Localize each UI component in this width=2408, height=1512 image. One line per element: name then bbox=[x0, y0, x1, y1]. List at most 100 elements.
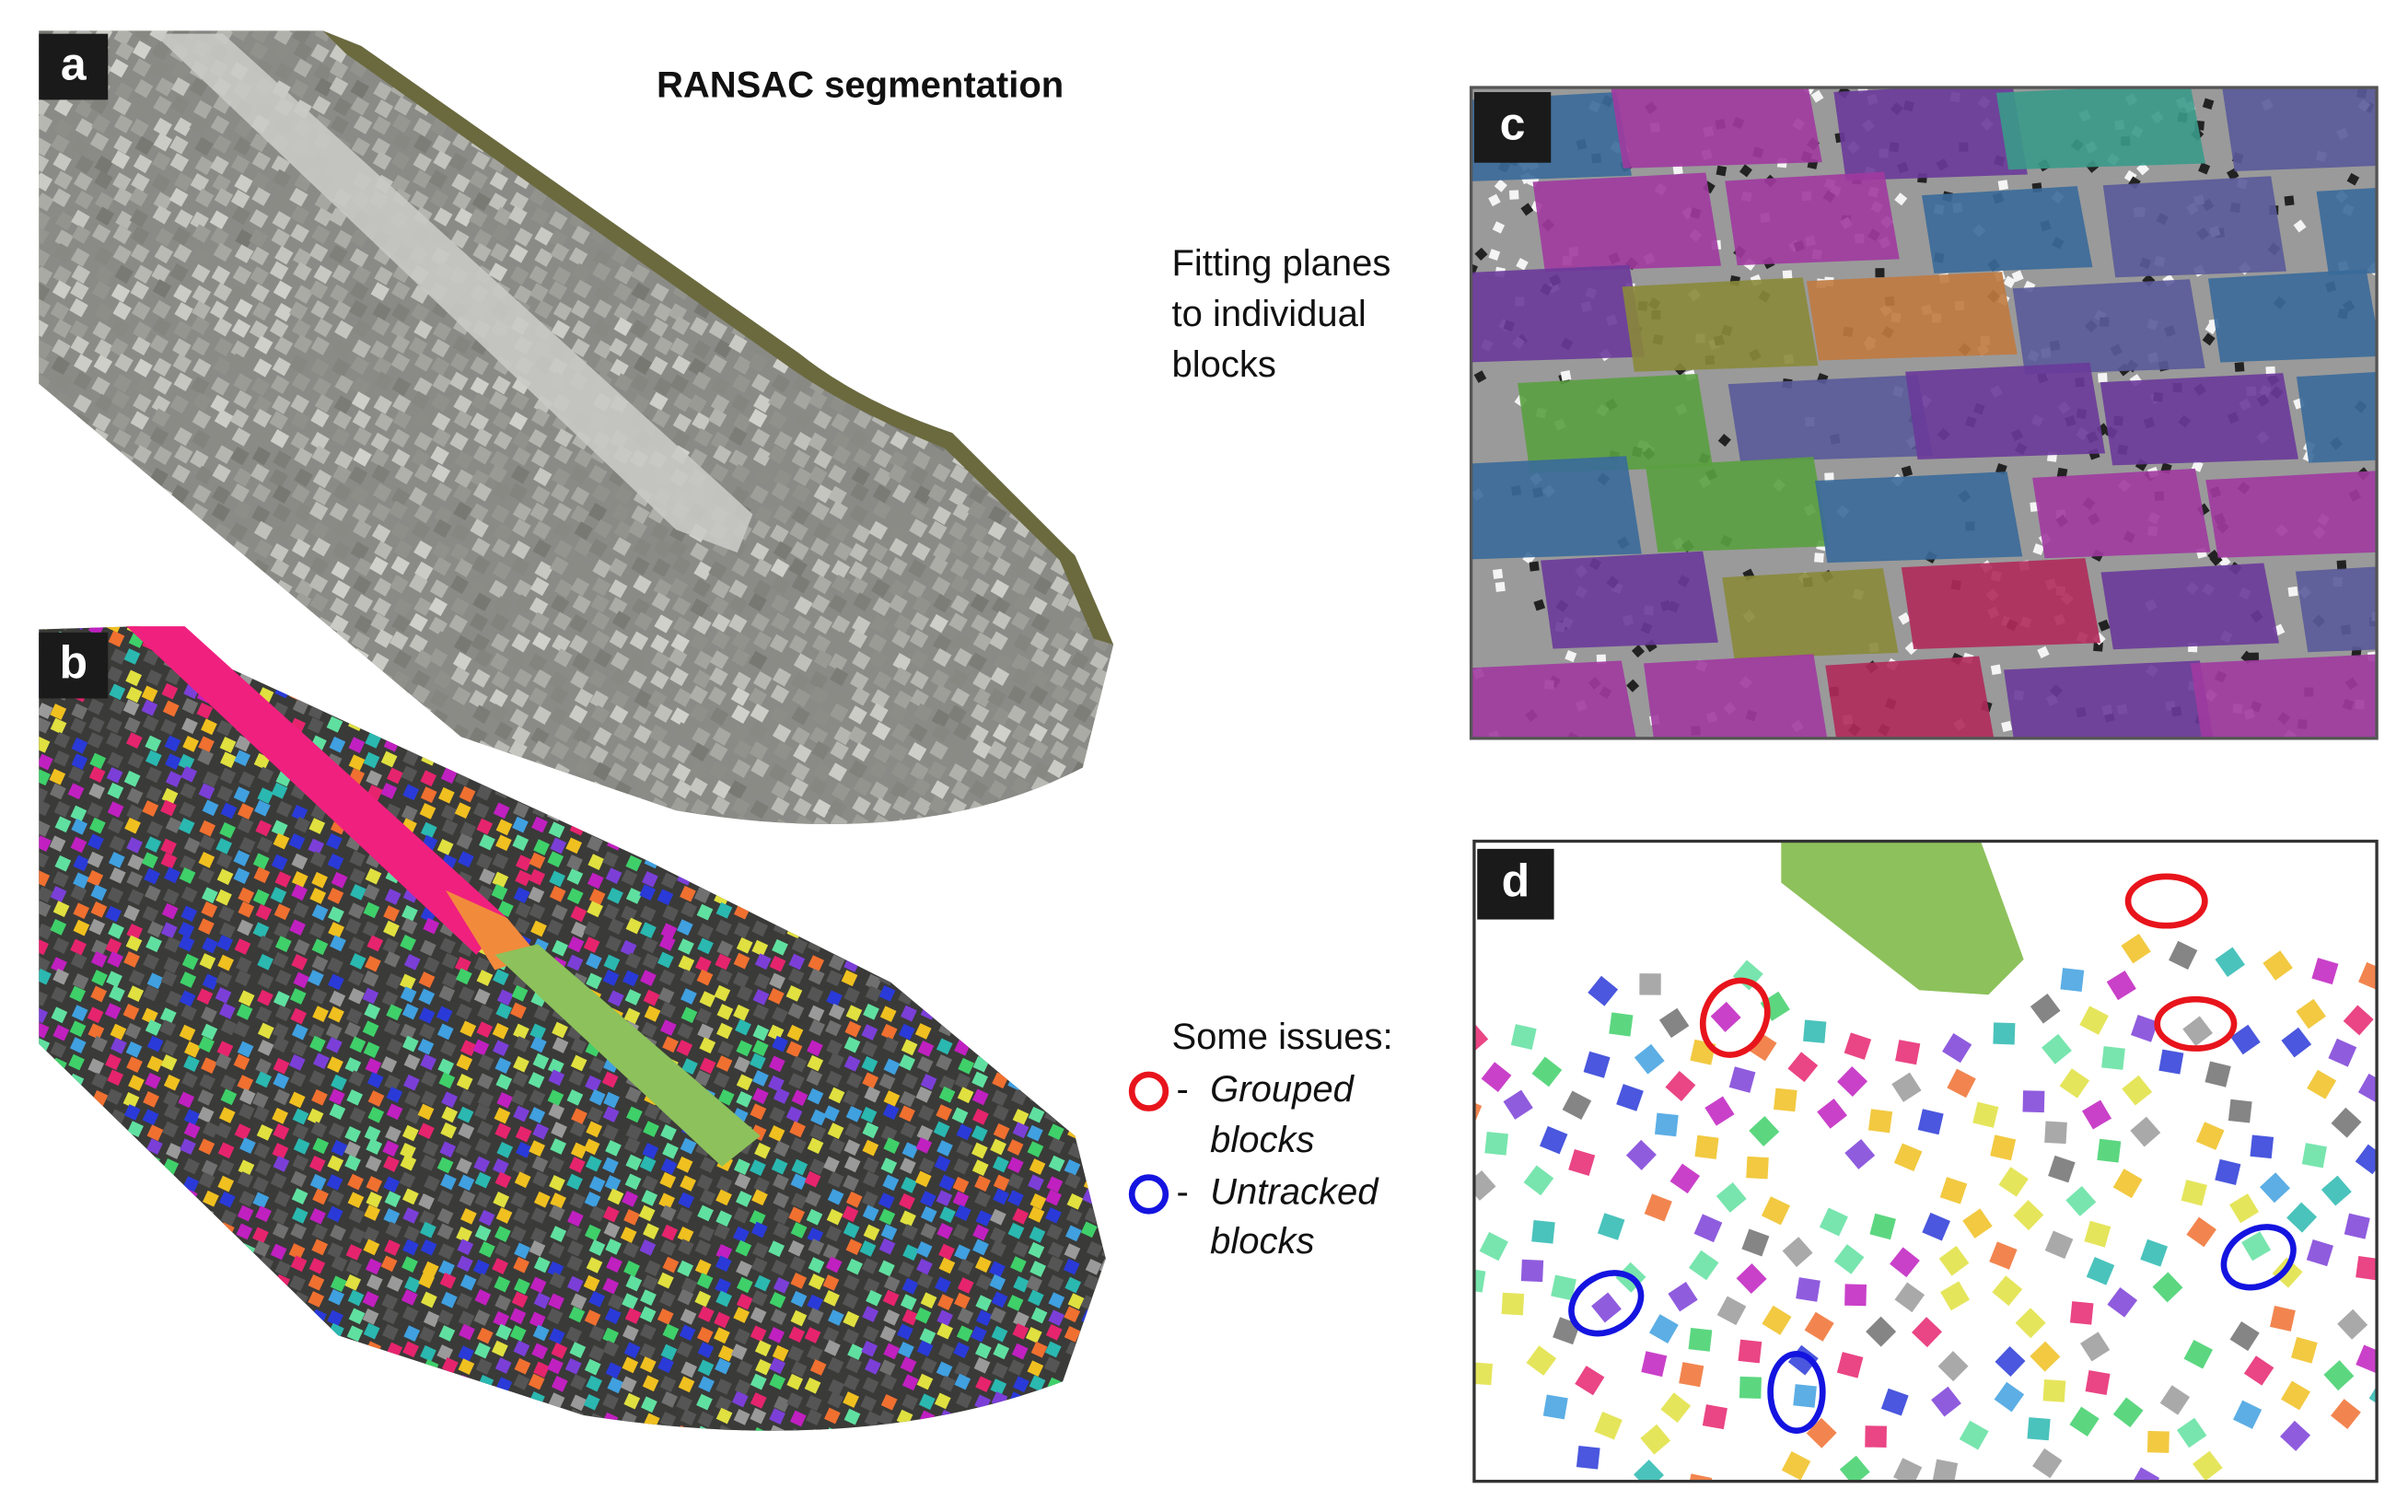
block bbox=[331, 667, 351, 687]
block bbox=[50, 886, 67, 902]
block bbox=[314, 207, 333, 227]
block bbox=[613, 373, 634, 392]
block bbox=[967, 189, 987, 208]
block bbox=[351, 137, 370, 157]
block bbox=[828, 594, 848, 613]
block bbox=[329, 76, 349, 96]
block bbox=[948, 818, 968, 824]
block bbox=[948, 45, 969, 65]
block bbox=[912, 596, 932, 615]
block bbox=[213, 356, 232, 376]
block bbox=[293, 248, 312, 267]
block bbox=[692, 615, 712, 635]
block bbox=[990, 206, 1010, 226]
block bbox=[1013, 279, 1032, 299]
block bbox=[589, 80, 609, 99]
block bbox=[833, 541, 853, 562]
block bbox=[848, 760, 868, 779]
block bbox=[53, 118, 74, 138]
block bbox=[330, 597, 349, 617]
block bbox=[308, 501, 329, 521]
block bbox=[572, 96, 592, 116]
block bbox=[382, 1410, 399, 1427]
block bbox=[393, 540, 413, 559]
block bbox=[631, 133, 651, 153]
block bbox=[448, 614, 468, 634]
block bbox=[531, 740, 551, 760]
block bbox=[572, 594, 591, 614]
block bbox=[275, 1291, 292, 1308]
block bbox=[970, 377, 990, 396]
block bbox=[109, 1343, 126, 1361]
block bbox=[437, 750, 455, 767]
block bbox=[733, 44, 753, 64]
block bbox=[52, 265, 72, 285]
block bbox=[1030, 739, 1049, 760]
block bbox=[92, 538, 111, 558]
block bbox=[173, 172, 193, 192]
block bbox=[68, 1138, 85, 1155]
block bbox=[911, 316, 931, 336]
block bbox=[793, 467, 812, 487]
block bbox=[649, 391, 669, 412]
block bbox=[631, 598, 651, 617]
block bbox=[89, 1327, 107, 1344]
block bbox=[429, 30, 448, 45]
block bbox=[1007, 463, 1027, 483]
block bbox=[692, 30, 711, 42]
block bbox=[938, 918, 956, 935]
block bbox=[294, 468, 313, 487]
block bbox=[930, 30, 949, 45]
block bbox=[350, 485, 369, 505]
block bbox=[254, 335, 273, 355]
block bbox=[912, 450, 932, 471]
block bbox=[717, 1444, 734, 1460]
block bbox=[832, 782, 851, 802]
block bbox=[273, 336, 294, 355]
block bbox=[88, 1376, 106, 1392]
block bbox=[106, 731, 122, 749]
block bbox=[949, 279, 969, 298]
block bbox=[349, 707, 368, 727]
block bbox=[913, 169, 933, 189]
block bbox=[209, 210, 229, 229]
block bbox=[1049, 505, 1069, 525]
block bbox=[1047, 759, 1066, 779]
block bbox=[1108, 154, 1114, 173]
block bbox=[169, 262, 189, 283]
block bbox=[113, 30, 134, 46]
block bbox=[553, 724, 574, 743]
block bbox=[234, 119, 253, 138]
block bbox=[553, 301, 573, 321]
block bbox=[650, 670, 669, 690]
block bbox=[292, 561, 311, 580]
block bbox=[593, 340, 613, 359]
block bbox=[913, 484, 933, 505]
block bbox=[873, 448, 892, 469]
block bbox=[751, 279, 771, 298]
block bbox=[255, 1274, 273, 1292]
block bbox=[591, 814, 611, 824]
block bbox=[883, 1447, 900, 1463]
block bbox=[1107, 45, 1114, 64]
block bbox=[93, 355, 113, 374]
block bbox=[852, 300, 872, 320]
block bbox=[114, 469, 134, 489]
block bbox=[434, 669, 453, 690]
block bbox=[313, 63, 332, 83]
block bbox=[553, 611, 572, 631]
block bbox=[171, 62, 191, 81]
block bbox=[39, 1343, 51, 1361]
block bbox=[531, 632, 552, 651]
block bbox=[367, 1356, 384, 1374]
block bbox=[220, 1309, 238, 1326]
block bbox=[132, 40, 152, 60]
block bbox=[610, 152, 629, 172]
block bbox=[948, 521, 968, 541]
block bbox=[592, 559, 611, 578]
block bbox=[71, 1005, 88, 1021]
block bbox=[125, 1329, 143, 1345]
block bbox=[472, 445, 493, 465]
block bbox=[214, 188, 234, 207]
block bbox=[128, 1274, 145, 1291]
